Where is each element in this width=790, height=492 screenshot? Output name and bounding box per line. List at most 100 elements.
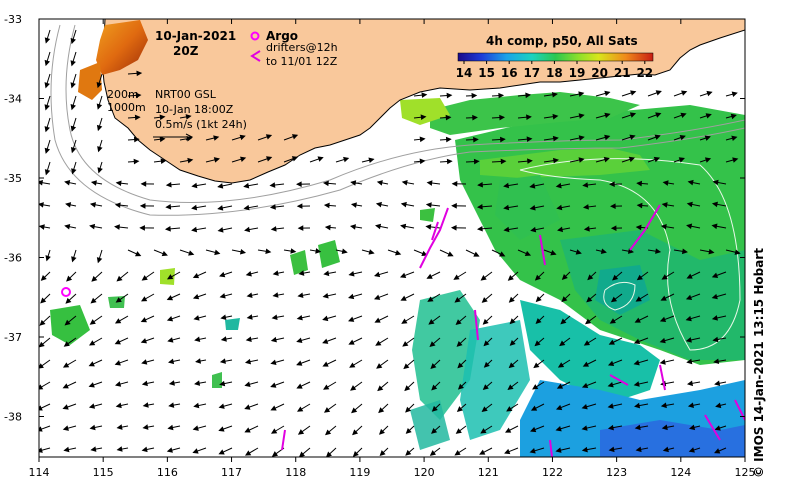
current-arrow bbox=[543, 157, 559, 164]
current-arrow bbox=[194, 380, 207, 386]
lat-tick-label: -38 bbox=[4, 411, 22, 424]
current-arrow bbox=[400, 293, 415, 301]
lon-tick-label: 116 bbox=[157, 466, 178, 479]
current-arrow bbox=[595, 134, 611, 141]
current-arrow bbox=[661, 424, 675, 431]
current-arrow bbox=[534, 337, 545, 347]
current-arrow bbox=[725, 135, 738, 142]
current-arrow bbox=[659, 359, 675, 365]
current-arrow bbox=[88, 403, 103, 409]
current-arrow bbox=[70, 117, 77, 132]
current-arrow bbox=[205, 157, 220, 163]
current-arrow bbox=[243, 182, 259, 189]
current-arrow bbox=[378, 425, 389, 435]
current-arrow bbox=[141, 446, 155, 453]
lon-tick-label: 118 bbox=[285, 466, 306, 479]
current-arrow bbox=[142, 424, 155, 430]
current-arrow bbox=[71, 161, 77, 175]
lon-tick-label: 120 bbox=[414, 466, 435, 479]
current-arrow bbox=[378, 403, 389, 414]
current-arrow bbox=[509, 315, 519, 325]
current-arrow bbox=[711, 271, 727, 278]
current-arrow bbox=[115, 293, 129, 303]
lon-tick-label: 121 bbox=[478, 466, 499, 479]
current-arrow bbox=[714, 447, 727, 454]
current-arrow bbox=[686, 271, 701, 279]
current-arrow bbox=[673, 248, 688, 255]
current-arrow bbox=[348, 315, 363, 322]
current-arrow bbox=[503, 182, 519, 189]
current-arrow bbox=[453, 271, 467, 280]
current-arrow bbox=[401, 179, 415, 186]
current-arrow bbox=[465, 249, 480, 257]
current-arrow bbox=[70, 73, 77, 89]
drifters-to-label: to 11/01 12Z bbox=[266, 55, 338, 68]
current-arrow bbox=[402, 337, 415, 347]
current-arrow bbox=[530, 425, 545, 433]
current-arrow bbox=[116, 271, 129, 282]
current-arrow bbox=[636, 180, 649, 187]
current-arrow bbox=[465, 158, 480, 165]
argo-label: Argo bbox=[266, 29, 298, 43]
current-arrow bbox=[219, 293, 233, 299]
current-arrow bbox=[686, 223, 701, 230]
current-arrow bbox=[374, 315, 389, 323]
current-arrow bbox=[480, 271, 493, 281]
current-arrow bbox=[39, 315, 51, 326]
current-arrow bbox=[65, 202, 77, 208]
current-arrow bbox=[595, 112, 611, 119]
current-arrow bbox=[517, 136, 533, 142]
current-arrow bbox=[647, 134, 661, 141]
current-arrow bbox=[326, 447, 337, 457]
current-arrow bbox=[504, 447, 519, 455]
current-arrow bbox=[195, 358, 207, 364]
current-arrow bbox=[688, 424, 701, 431]
current-arrow bbox=[413, 136, 426, 143]
current-arrow bbox=[270, 403, 285, 411]
current-arrow bbox=[509, 337, 519, 346]
current-arrow bbox=[349, 359, 363, 368]
current-arrow bbox=[688, 447, 701, 453]
lon-tick-label: 119 bbox=[349, 466, 370, 479]
current-arrow bbox=[376, 359, 389, 369]
current-arrow bbox=[244, 425, 259, 433]
current-arrow bbox=[673, 134, 686, 141]
current-arrow bbox=[218, 447, 233, 455]
current-arrow bbox=[585, 315, 597, 325]
current-arrow bbox=[451, 181, 467, 187]
current-arrow bbox=[296, 181, 311, 187]
current-arrow bbox=[165, 181, 181, 188]
current-arrow bbox=[450, 224, 467, 231]
current-arrow bbox=[62, 403, 77, 410]
current-arrow bbox=[39, 403, 51, 411]
current-arrow bbox=[140, 315, 155, 323]
current-arrow bbox=[296, 359, 311, 366]
current-arrow bbox=[426, 271, 441, 279]
current-arrow bbox=[633, 337, 649, 345]
current-arrow bbox=[64, 223, 77, 230]
current-arrow bbox=[165, 204, 181, 210]
current-arrow bbox=[205, 249, 221, 256]
current-arrow bbox=[179, 249, 195, 256]
current-arrow bbox=[455, 425, 467, 434]
current-arrow bbox=[662, 180, 675, 186]
current-arrow bbox=[530, 226, 545, 233]
current-arrow bbox=[191, 226, 207, 233]
current-arrow bbox=[413, 158, 426, 165]
current-arrow bbox=[543, 135, 559, 142]
current-arrow bbox=[582, 182, 597, 188]
current-arrow bbox=[335, 156, 350, 163]
current-arrow bbox=[257, 156, 273, 163]
current-arrow bbox=[231, 248, 247, 255]
current-arrow bbox=[309, 156, 324, 163]
current-arrow bbox=[483, 337, 493, 347]
lat-tick-label: -36 bbox=[4, 252, 22, 265]
current-arrow bbox=[96, 95, 103, 110]
plot-frame bbox=[38, 18, 746, 458]
current-arrow bbox=[62, 425, 77, 431]
current-arrow bbox=[191, 182, 207, 189]
current-arrow bbox=[508, 293, 519, 303]
current-arrow bbox=[375, 201, 389, 208]
time-label: 20Z bbox=[173, 44, 199, 58]
